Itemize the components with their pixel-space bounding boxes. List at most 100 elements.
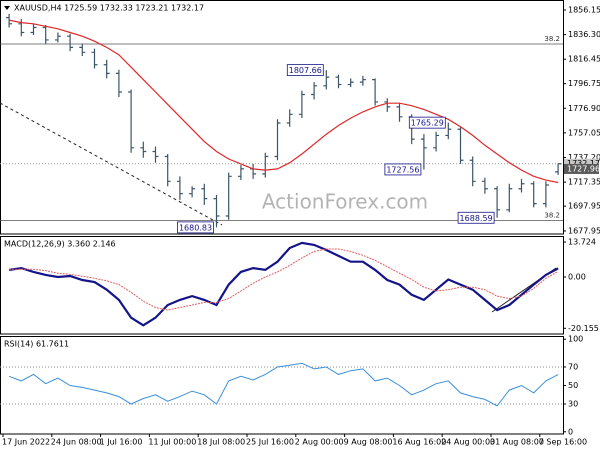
y-tick-label: 0.00 — [568, 272, 586, 281]
ohlc-bar — [30, 23, 37, 35]
x-tick-label: 16 Aug 16:00 — [392, 438, 446, 447]
x-tick-label: 7 Sep 16:00 — [539, 438, 587, 447]
ohlc-bar — [286, 109, 293, 127]
y-tick-label: 1796.75 — [568, 79, 600, 88]
price-label: 1732.17 — [567, 159, 600, 168]
ohlc-bar — [189, 186, 196, 198]
ohlc-bar — [396, 103, 403, 122]
y-tick-label: 1776.90 — [568, 104, 600, 113]
ohlc-bar — [445, 122, 452, 140]
ohlc-bar — [298, 90, 305, 119]
ohlc-bar — [555, 163, 562, 175]
price-annotation: 1765.29 — [411, 119, 444, 128]
ohlc-bar — [67, 33, 74, 52]
price-annotation: 1727.56 — [386, 165, 419, 174]
y-tick-label: 1757.05 — [568, 128, 600, 137]
ohlc-bar — [54, 32, 61, 43]
ohlc-bar — [213, 194, 220, 228]
price-label: 1727.96 — [567, 164, 600, 173]
ohlc-bar — [91, 48, 98, 69]
ohlc-bar — [201, 183, 208, 205]
y-tick-label: 1697.95 — [568, 202, 600, 211]
plot-layer: ActionForex.com 1856.15 1836.30 1816.45 1796… — [0, 4, 600, 447]
y-tick-label: 13.724 — [568, 238, 596, 247]
y-tick-label: 1677.95 — [568, 226, 600, 235]
price-annotation: 1807.66 — [289, 66, 322, 75]
price-label-box — [564, 158, 599, 169]
ohlc-bar — [335, 74, 342, 89]
ohlc-bar — [18, 18, 25, 37]
x-tick-label: 2 Aug 00:00 — [295, 438, 344, 447]
price-annotation-box — [457, 211, 495, 224]
fib-label: 38.2 — [544, 35, 560, 43]
ohlc-bar — [530, 181, 537, 208]
price-panel — [0, 0, 564, 235]
y-tick-label: 1836.30 — [568, 30, 600, 39]
price-annotation: 1688.59 — [460, 214, 493, 223]
y-tick-label: -20.155 — [568, 324, 599, 333]
watermark: ActionForex.com — [262, 190, 428, 214]
ohlc-bar — [359, 75, 366, 86]
ohlc-bar — [176, 176, 183, 200]
y-tick-label: 50 — [568, 381, 578, 390]
ohlc-bar — [225, 172, 232, 220]
rsi-line — [8, 362, 559, 407]
symbol-icon — [4, 6, 10, 10]
ohlc-bar — [152, 146, 159, 163]
y-tick-label: 70 — [568, 363, 578, 372]
price-annotation-box — [408, 116, 446, 129]
indicator-title: RSI(14) 61.7611 — [4, 340, 69, 349]
ohlc-bar — [372, 78, 379, 106]
ohlc-bar — [128, 89, 135, 153]
ohlc-bar — [274, 119, 281, 161]
x-tick-label: 31 Aug 08:00 — [490, 438, 544, 447]
price-annotation-box — [177, 221, 214, 234]
ohlc-bar — [469, 156, 476, 187]
x-tick-label: 24 Aug 00:00 — [441, 438, 495, 447]
fib-label: 38.2 — [544, 211, 560, 219]
y-tick-label: 1737.20 — [568, 153, 600, 162]
ohlc-bar — [323, 70, 330, 90]
y-tick-label: 30 — [568, 400, 578, 409]
ohlc-bar — [237, 165, 244, 181]
signal-line — [9, 248, 559, 311]
y-tick-label: 0 — [568, 427, 573, 436]
moving-average — [8, 19, 559, 184]
chart-title: XAUUSD,H4 1725.59 1732.33 1723.21 1732.1… — [14, 4, 204, 13]
x-tick-label: 17 Jun 2022 — [2, 438, 50, 447]
ohlc-bar — [518, 178, 525, 193]
ohlc-bar — [542, 181, 549, 208]
ohlc-bar — [481, 177, 488, 194]
x-tick-label: 1 Jul 16:00 — [100, 438, 143, 447]
ohlc-bar — [457, 126, 464, 164]
ohlc-bar — [506, 183, 513, 213]
ohlc-bar — [42, 25, 49, 44]
x-tick-label: 25 Jul 16:00 — [246, 438, 294, 447]
x-tick-label: 9 Aug 08:00 — [344, 438, 393, 447]
ohlc-bar — [494, 186, 501, 218]
y-tick-label: 1717.35 — [568, 178, 600, 187]
price-annotation-box — [286, 64, 324, 77]
price-annotation: 1680.83 — [179, 223, 212, 232]
ohlc-bar — [103, 59, 110, 79]
ohlc-bar — [420, 134, 427, 170]
macd-panel — [0, 236, 564, 335]
ohlc-bar — [164, 154, 171, 187]
y-tick-label: 100 — [568, 335, 583, 344]
ohlc-bar — [384, 98, 391, 112]
ohlc-bar — [433, 131, 440, 152]
ohlc-bar — [140, 141, 147, 158]
indicator-title: MACD(12,26,9) 3.360 2.146 — [4, 240, 116, 249]
ohlc-bar — [311, 82, 318, 100]
y-tick-label: 1856.15 — [568, 5, 600, 14]
x-tick-label: 11 Jul 00:00 — [148, 438, 196, 447]
ohlc-bar — [262, 152, 269, 178]
ohlc-bar — [79, 43, 86, 57]
ohlc-bar — [115, 69, 122, 97]
x-tick-label: 24 Jun 08:00 — [51, 438, 102, 447]
price-label-box — [564, 163, 599, 174]
price-annotation-box — [384, 163, 422, 176]
x-tick-label: 18 Jul 08:00 — [197, 438, 245, 447]
y-tick-label: 1816.45 — [568, 55, 600, 64]
